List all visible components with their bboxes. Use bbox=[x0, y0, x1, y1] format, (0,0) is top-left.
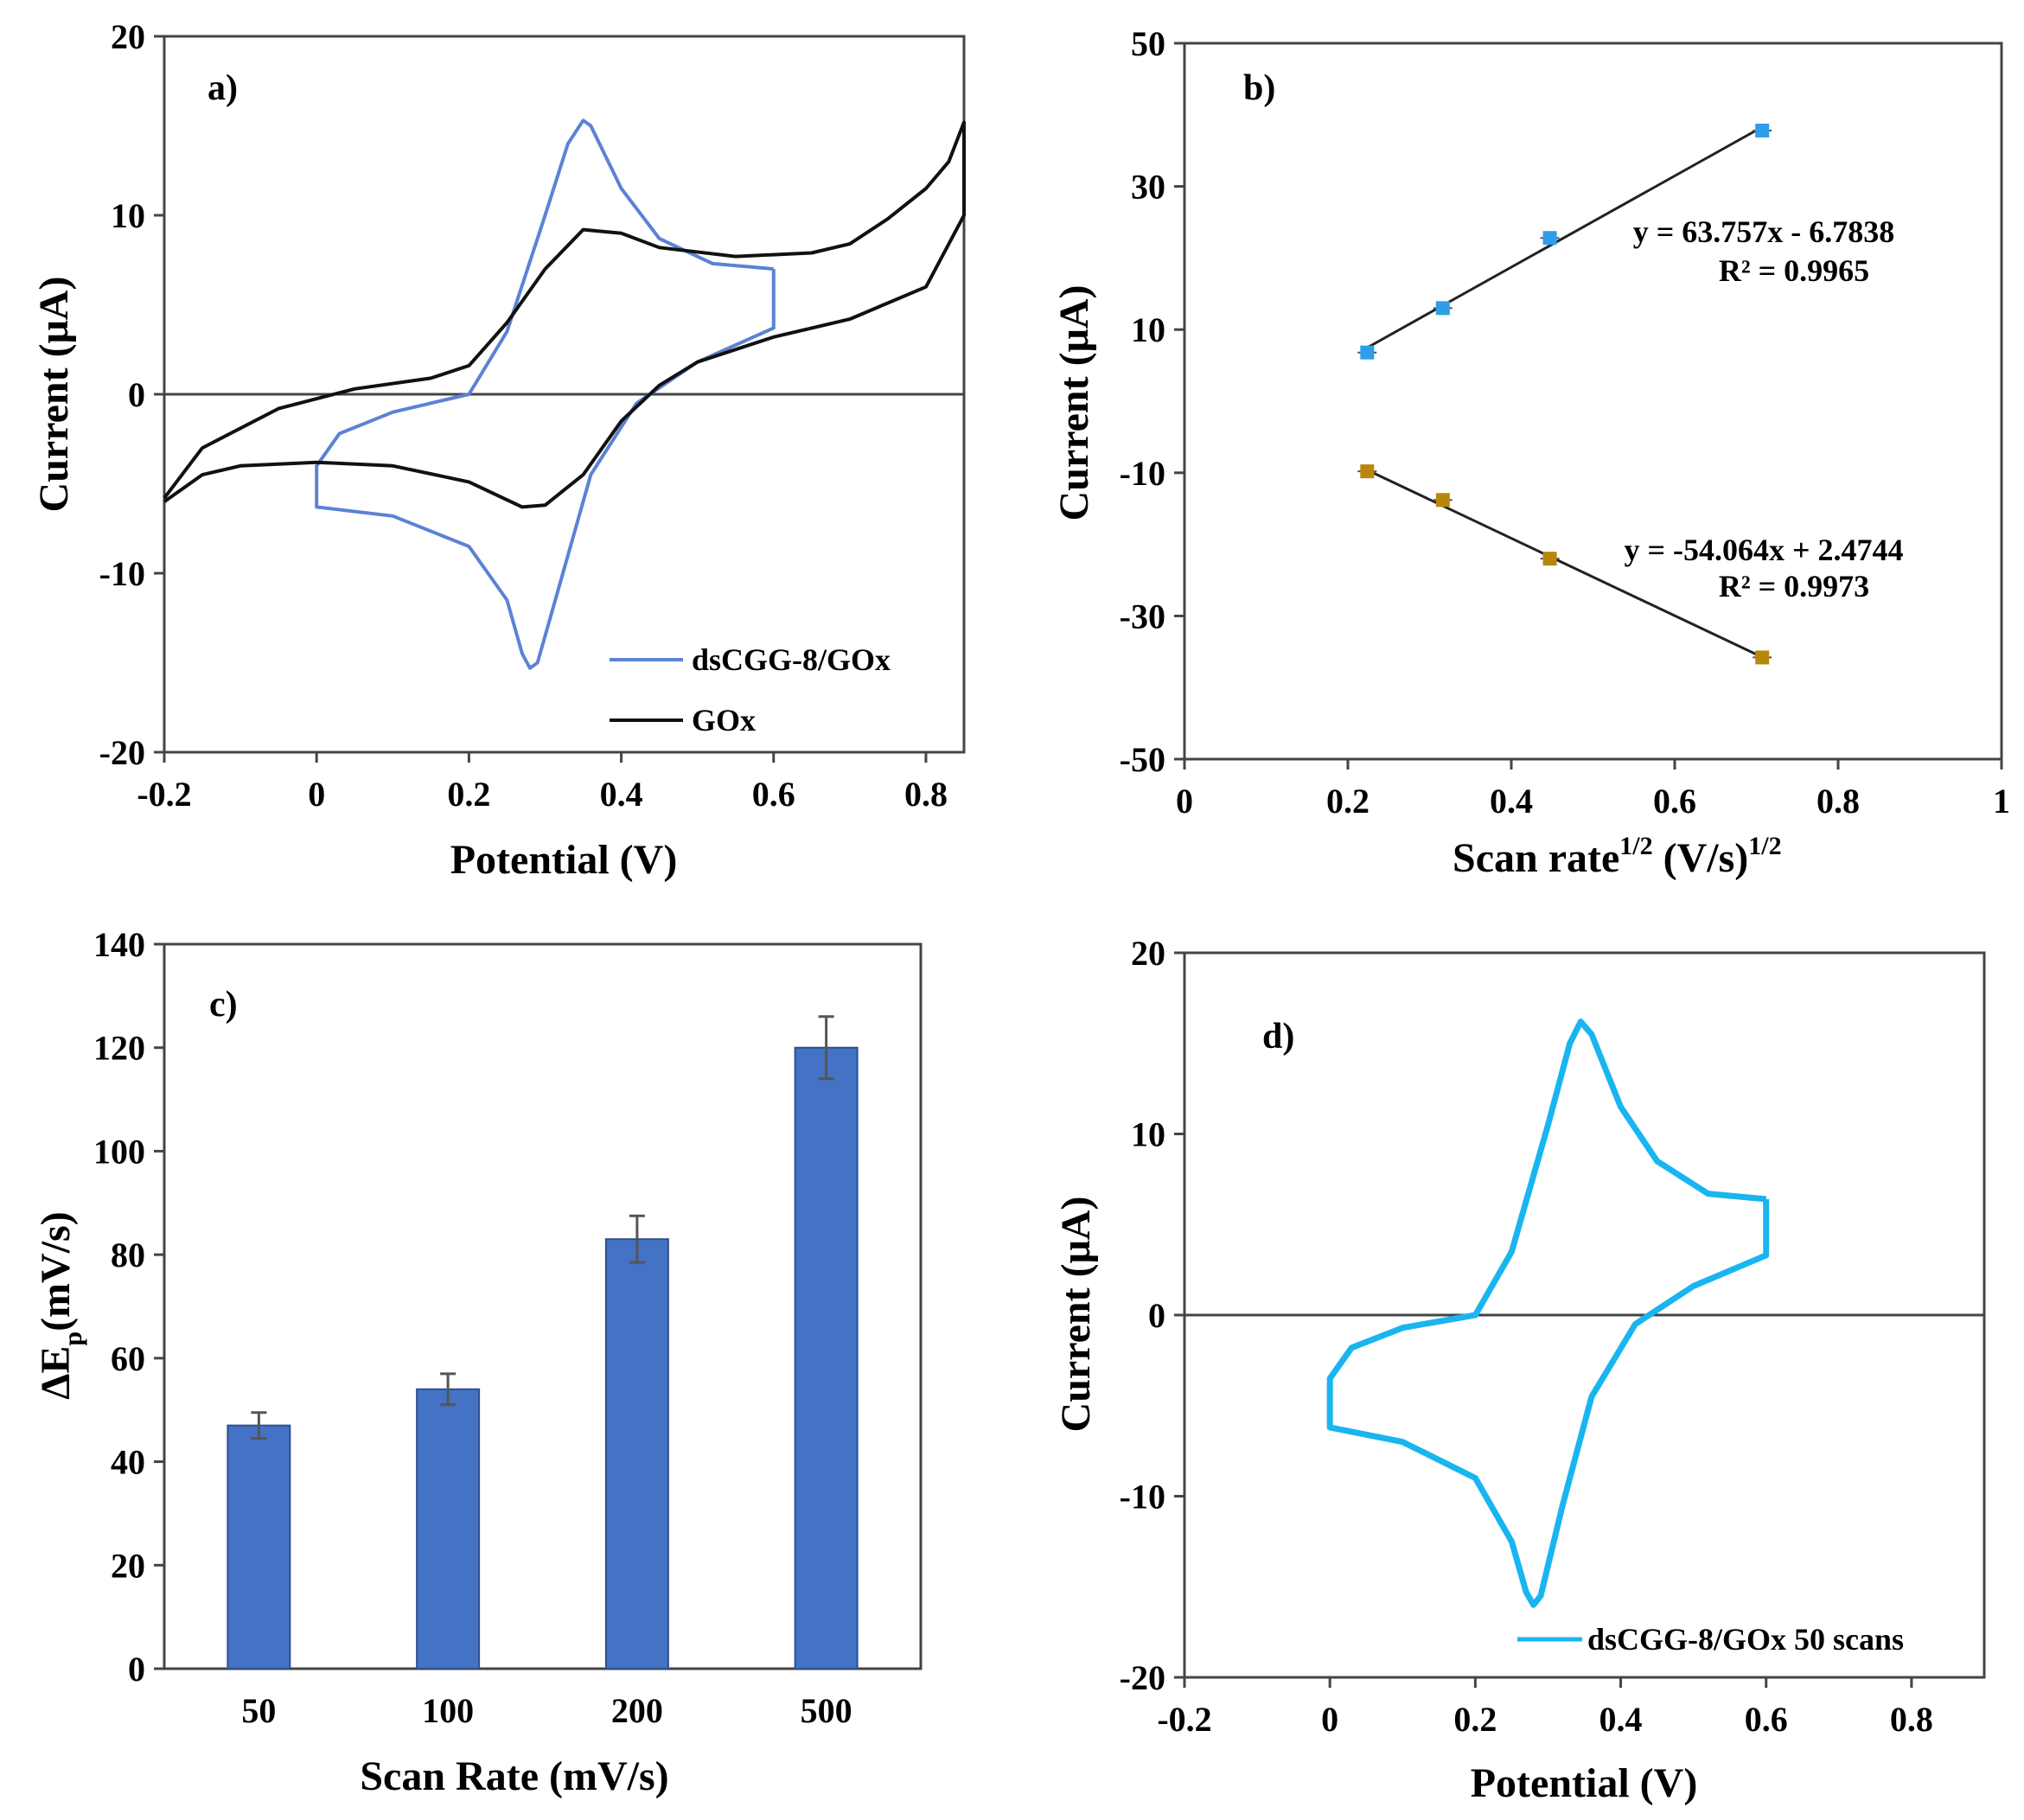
pb-y-tick-label: 10 bbox=[1131, 310, 1165, 349]
data-point-cathodic bbox=[1435, 493, 1450, 508]
pd-y-tick-label: 0 bbox=[1148, 1296, 1165, 1335]
cathodic-fit-r2: R² = 0.9973 bbox=[1719, 569, 1869, 603]
legend-label-dscgg: dsCGG-8/GOx bbox=[692, 642, 891, 677]
series-line-gox bbox=[163, 120, 966, 509]
panel-d-y-axis-label: Current (μA) bbox=[1053, 1197, 1099, 1433]
pc-y-tick-label: 80 bbox=[111, 1236, 145, 1274]
pd-y-tick-label: 20 bbox=[1131, 934, 1165, 973]
bar-200 bbox=[604, 1238, 669, 1670]
anodic-fit-equation: y = 63.757x - 6.7838 bbox=[1633, 214, 1895, 249]
pb-x-tick-label: 0.8 bbox=[1816, 782, 1860, 821]
pb-y-tick-label: -10 bbox=[1120, 454, 1165, 493]
pc-y-tick-label: 100 bbox=[93, 1132, 145, 1171]
x-tick-label-500: 500 bbox=[801, 1691, 852, 1730]
pb-x-tick-label: 0.2 bbox=[1326, 782, 1370, 821]
pd-x-tick-label: 0.2 bbox=[1453, 1700, 1497, 1739]
panel-a-label: a) bbox=[208, 68, 238, 108]
panel-c-y-axis-main: ΔE bbox=[33, 1346, 79, 1400]
panel-c: 0 20 40 60 80 100 120 140 50 100 200 500 c) Scan R… bbox=[33, 925, 923, 1799]
bar-100 bbox=[416, 1388, 481, 1670]
x-tick-label-50: 50 bbox=[241, 1691, 276, 1730]
data-point-anodic bbox=[1360, 345, 1375, 360]
pa-x-tick-label: 0.6 bbox=[752, 775, 795, 814]
pc-y-tick-label: 60 bbox=[111, 1339, 145, 1378]
pa-x-tick-label: 0 bbox=[308, 775, 325, 814]
series-line-dscgg-8-gox bbox=[315, 118, 776, 670]
bar-50 bbox=[227, 1424, 291, 1670]
panel-b: -50 -30 -10 10 30 50 0 0.2 0.4 0.6 0.8 1 b) y = 63… bbox=[1051, 24, 2010, 881]
data-point-cathodic bbox=[1360, 464, 1375, 479]
pd-y-tick-label: 10 bbox=[1131, 1115, 1165, 1154]
x-tick-label-100: 100 bbox=[422, 1691, 474, 1730]
panel-c-y-axis-label: ΔEp(mV/s) bbox=[33, 1211, 87, 1399]
panel-b-x-axis-sup: 1/2 bbox=[1619, 832, 1652, 860]
panel-b-x-axis-label: Scan rate1/2 (V/s)1/2 bbox=[1453, 832, 1782, 881]
panel-b-x-axis-sup2: 1/2 bbox=[1748, 832, 1781, 860]
x-tick-label-200: 200 bbox=[611, 1691, 663, 1730]
pa-y-tick-label: 10 bbox=[111, 196, 145, 235]
pb-x-tick-label: 0.6 bbox=[1653, 782, 1696, 821]
pd-x-tick-label: -0.2 bbox=[1157, 1700, 1211, 1739]
panel-c-y-axis-sub: p bbox=[59, 1331, 87, 1346]
pb-y-tick-label: -50 bbox=[1120, 740, 1165, 779]
panel-b-label: b) bbox=[1243, 68, 1275, 108]
pa-x-tick-label: 0.8 bbox=[904, 775, 948, 814]
data-point-cathodic bbox=[1755, 650, 1770, 665]
trendline-cathodic bbox=[1366, 469, 1763, 659]
pa-y-tick-label: 0 bbox=[128, 375, 145, 414]
data-point-anodic bbox=[1755, 124, 1770, 138]
panel-a-y-axis-label: Current (μA) bbox=[31, 277, 77, 513]
pa-y-tick-label: 20 bbox=[111, 17, 145, 56]
pa-y-tick-label: -10 bbox=[99, 554, 145, 593]
panel-b-x-axis-main: Scan rate bbox=[1453, 835, 1619, 881]
pb-y-tick-label: -30 bbox=[1120, 597, 1165, 635]
pc-y-tick-label: 140 bbox=[93, 925, 145, 964]
pb-y-tick-label: 50 bbox=[1131, 24, 1165, 63]
panel-c-plot-frame bbox=[163, 942, 923, 1670]
pa-x-tick-label: 0.2 bbox=[447, 775, 490, 814]
pd-x-tick-label: 0 bbox=[1321, 1700, 1338, 1739]
pb-x-tick-label: 0 bbox=[1176, 782, 1193, 821]
pc-y-tick-label: 40 bbox=[111, 1443, 145, 1482]
pb-x-tick-label: 0.4 bbox=[1490, 782, 1533, 821]
panel-c-x-axis-label: Scan Rate (mV/s) bbox=[360, 1753, 668, 1799]
pd-x-tick-label: 0.8 bbox=[1890, 1700, 1933, 1739]
panel-d: -20 -10 0 10 20 -0.2 0 0.2 0.4 0.6 0.8 d) dsCGG-8… bbox=[1053, 934, 1986, 1806]
pb-x-tick-label: 1 bbox=[1993, 782, 2010, 821]
panel-a: -20 -10 0 10 20 -0.2 0 0.2 0.4 0.6 0.8 a) dsCGG-8… bbox=[31, 17, 966, 883]
pa-x-tick-label: -0.2 bbox=[137, 775, 191, 814]
pd-x-tick-label: 0.6 bbox=[1745, 1700, 1788, 1739]
trendline-anodic bbox=[1366, 125, 1763, 349]
panel-b-x-axis-unit: (V/s) bbox=[1653, 835, 1749, 881]
panel-b-y-axis-label: Current (μA) bbox=[1051, 285, 1097, 521]
series-line-dscgg-8-gox-50-scans bbox=[1326, 1019, 1770, 1608]
pa-x-tick-label: 0.4 bbox=[600, 775, 643, 814]
panel-c-y-axis-unit: (mV/s) bbox=[33, 1211, 79, 1331]
pc-y-tick-label: 0 bbox=[128, 1650, 145, 1689]
pd-y-tick-label: -10 bbox=[1120, 1478, 1165, 1517]
panel-a-x-axis-label: Potential (V) bbox=[450, 837, 678, 883]
cathodic-fit-equation: y = -54.064x + 2.4744 bbox=[1624, 533, 1903, 567]
bar-500 bbox=[794, 1046, 859, 1670]
panel-d-x-axis-label: Potential (V) bbox=[1471, 1760, 1698, 1806]
panel-d-label: d) bbox=[1262, 1017, 1294, 1057]
data-point-anodic bbox=[1542, 231, 1557, 246]
pd-y-tick-label: -20 bbox=[1120, 1658, 1165, 1697]
pd-x-tick-label: 0.4 bbox=[1599, 1700, 1643, 1739]
data-point-anodic bbox=[1435, 301, 1450, 316]
anodic-fit-r2: R² = 0.9965 bbox=[1719, 253, 1869, 288]
pc-y-tick-label: 120 bbox=[93, 1029, 145, 1068]
pb-y-tick-label: 30 bbox=[1131, 168, 1165, 207]
pc-y-tick-label: 20 bbox=[111, 1546, 145, 1585]
pa-y-tick-label: -20 bbox=[99, 733, 145, 772]
panel-b-plot-frame bbox=[1183, 42, 2003, 761]
panel-c-label: c) bbox=[209, 985, 238, 1025]
data-point-cathodic bbox=[1542, 552, 1557, 566]
legend-label-dscgg-50: dsCGG-8/GOx 50 scans bbox=[1587, 1622, 1904, 1657]
legend-label-gox: GOx bbox=[692, 703, 756, 738]
